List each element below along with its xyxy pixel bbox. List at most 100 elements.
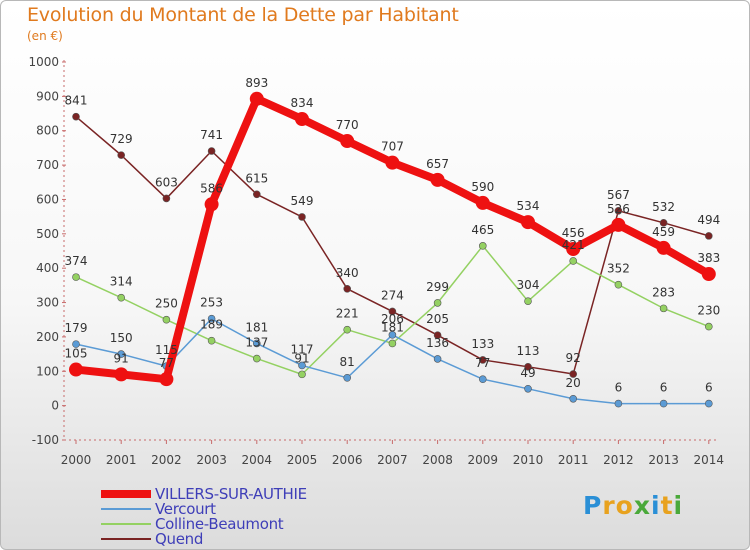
series-point bbox=[524, 363, 532, 371]
data-label: 532 bbox=[652, 200, 675, 214]
series-point bbox=[207, 314, 216, 323]
series-point bbox=[343, 374, 352, 382]
logo-letter: o bbox=[615, 491, 634, 520]
series-point bbox=[478, 356, 487, 364]
series-point bbox=[430, 172, 445, 187]
series-point bbox=[704, 232, 713, 240]
legend-swatch-villers bbox=[101, 490, 151, 498]
data-label: 77 bbox=[475, 356, 490, 370]
y-tick-label: 100 bbox=[36, 364, 59, 378]
data-label: 77 bbox=[159, 356, 174, 370]
series-point bbox=[343, 325, 352, 334]
series-point bbox=[524, 297, 532, 305]
data-label: 770 bbox=[336, 118, 359, 132]
data-label: 741 bbox=[200, 128, 223, 142]
data-label: 549 bbox=[291, 194, 314, 208]
legend-label-villers: VILLERS-SUR-AUTHIE bbox=[155, 485, 307, 503]
x-tick-label: 2007 bbox=[377, 453, 408, 467]
x-tick-label: 2002 bbox=[151, 453, 182, 467]
x-tick-label: 2014 bbox=[694, 453, 725, 467]
data-label: 205 bbox=[426, 312, 449, 326]
y-tick-label: 0 bbox=[51, 399, 59, 413]
data-label: 465 bbox=[471, 223, 494, 237]
legend-swatch-colline bbox=[101, 523, 151, 525]
series-point bbox=[117, 151, 125, 159]
series-point bbox=[701, 267, 716, 282]
data-label: 304 bbox=[517, 278, 540, 292]
series-point bbox=[388, 307, 397, 316]
data-label: 133 bbox=[471, 337, 494, 351]
series-point bbox=[204, 197, 219, 212]
x-tick-label: 2009 bbox=[468, 453, 499, 467]
data-label: 340 bbox=[336, 266, 359, 280]
series-point bbox=[388, 339, 397, 348]
logo-letter: x bbox=[633, 491, 651, 520]
series-point bbox=[249, 91, 264, 106]
series-point bbox=[72, 273, 80, 281]
series-point bbox=[72, 340, 80, 348]
data-label: 230 bbox=[697, 304, 720, 318]
series-point bbox=[521, 215, 535, 230]
legend-swatch-vercourt bbox=[101, 508, 151, 510]
series-point bbox=[117, 350, 125, 358]
chart-title: Evolution du Montant de la Dette par Hab… bbox=[27, 4, 459, 26]
x-tick-label: 2010 bbox=[513, 453, 544, 467]
x-tick-label: 2005 bbox=[287, 453, 318, 467]
data-label: 841 bbox=[65, 94, 88, 108]
data-label: 299 bbox=[426, 280, 449, 294]
data-label: 534 bbox=[517, 199, 540, 213]
data-label: 181 bbox=[245, 320, 268, 334]
data-label: 6 bbox=[705, 381, 713, 395]
data-label: 179 bbox=[65, 321, 88, 335]
chart-unit: (en €) bbox=[27, 29, 63, 43]
data-label: 253 bbox=[200, 296, 223, 310]
series-point bbox=[253, 190, 261, 199]
series-point bbox=[611, 217, 626, 232]
data-label: 893 bbox=[245, 76, 268, 90]
series-point bbox=[614, 399, 623, 408]
series-point bbox=[298, 213, 306, 221]
logo-letter: t bbox=[660, 491, 674, 520]
data-label: 314 bbox=[110, 275, 133, 289]
series-point bbox=[566, 241, 581, 256]
data-label: 221 bbox=[336, 307, 359, 321]
data-label: 20 bbox=[566, 376, 581, 390]
legend-swatch-quend bbox=[101, 538, 151, 540]
x-tick-label: 2006 bbox=[332, 453, 363, 467]
series-point bbox=[385, 155, 400, 170]
series-point bbox=[524, 384, 532, 393]
series-point bbox=[388, 331, 397, 339]
data-label: 250 bbox=[155, 297, 178, 311]
x-tick-label: 2001 bbox=[106, 453, 137, 467]
data-label: 615 bbox=[245, 171, 268, 185]
data-label: 421 bbox=[562, 238, 585, 252]
data-label: 590 bbox=[471, 180, 494, 194]
y-tick-label: 200 bbox=[36, 330, 59, 344]
data-label: 834 bbox=[291, 96, 314, 110]
logo-letter: r bbox=[602, 491, 616, 520]
series-point bbox=[659, 219, 668, 227]
x-tick-label: 2013 bbox=[648, 453, 679, 467]
y-tick-label: 500 bbox=[36, 227, 59, 241]
legend-label-vercourt: Vercourt bbox=[155, 500, 216, 518]
logo-letter: i bbox=[673, 491, 684, 520]
series-point bbox=[253, 354, 261, 363]
series-point bbox=[159, 372, 174, 387]
series-point bbox=[343, 284, 352, 293]
series-point bbox=[704, 399, 713, 408]
x-tick-label: 2008 bbox=[422, 453, 453, 467]
series-point bbox=[433, 299, 442, 307]
series-point bbox=[569, 370, 578, 378]
y-tick-label: -100 bbox=[32, 433, 59, 447]
series-point bbox=[704, 322, 713, 331]
series-point bbox=[69, 362, 83, 377]
data-label: 603 bbox=[155, 175, 178, 189]
data-label: 586 bbox=[200, 181, 223, 195]
series-point bbox=[659, 399, 668, 408]
series-point bbox=[478, 242, 487, 250]
y-tick-label: 600 bbox=[36, 192, 59, 206]
data-label: 6 bbox=[615, 381, 623, 395]
x-tick-label: 2004 bbox=[242, 453, 273, 467]
